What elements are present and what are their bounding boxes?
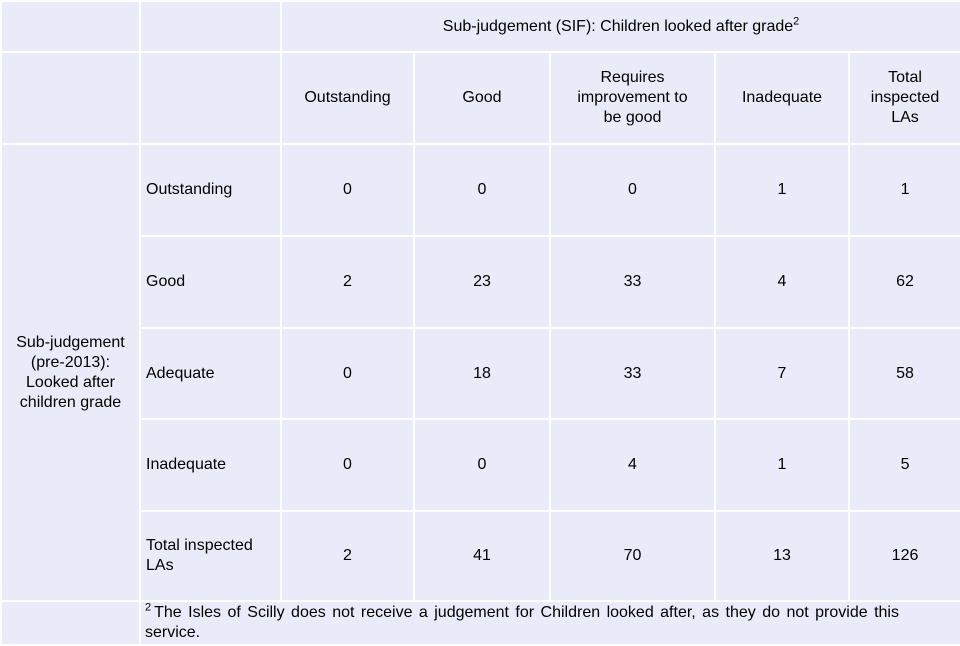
- col-header-outstanding: Outstanding: [280, 51, 415, 145]
- col-header-requires-improvement: Requires improvement to be good: [549, 51, 716, 145]
- col-header-total-inspected-las: Total inspected LAs: [847, 51, 960, 145]
- cell-adequate-requires-improvement: 33: [549, 327, 716, 420]
- cell-inadequate-good: 0: [413, 418, 551, 512]
- cell-outstanding-outstanding: 0: [280, 143, 415, 237]
- cell-total-outstanding: 2: [280, 510, 415, 602]
- corner-cell-outer: [0, 0, 141, 53]
- cell-good-total: 62: [847, 235, 960, 329]
- col-header-inadequate: Inadequate: [714, 51, 850, 145]
- cell-inadequate-total: 5: [847, 418, 960, 512]
- footnote-marker: 2: [145, 601, 152, 614]
- cell-adequate-total: 58: [847, 327, 960, 420]
- cell-total-requires-improvement: 70: [549, 510, 716, 602]
- footnote-left-spacer: [0, 600, 141, 646]
- cell-good-requires-improvement: 33: [549, 235, 716, 329]
- cell-outstanding-requires-improvement: 0: [549, 143, 716, 237]
- cell-total-total: 126: [847, 510, 960, 602]
- corner-cell-inner-2: [139, 51, 282, 145]
- row-label-good: Good: [139, 235, 282, 329]
- cell-adequate-good: 18: [413, 327, 551, 420]
- cell-inadequate-inadequate: 1: [714, 418, 850, 512]
- corner-cell-inner: [139, 0, 282, 53]
- row-label-adequate: Adequate: [139, 327, 282, 420]
- row-group-label: Sub-judgement (pre-2013): Looked after c…: [0, 143, 141, 602]
- cell-total-good: 41: [413, 510, 551, 602]
- col-header-good: Good: [413, 51, 551, 145]
- cell-outstanding-total: 1: [847, 143, 960, 237]
- row-label-inadequate: Inadequate: [139, 418, 282, 512]
- corner-cell-outer-2: [0, 51, 141, 145]
- cell-inadequate-outstanding: 0: [280, 418, 415, 512]
- cell-outstanding-good: 0: [413, 143, 551, 237]
- cell-outstanding-inadequate: 1: [714, 143, 850, 237]
- column-group-header-text: Sub-judgement (SIF): Children looked aft…: [442, 17, 794, 35]
- footnote-text: The Isles of Scilly does not receive a j…: [145, 604, 899, 641]
- cell-good-inadequate: 4: [714, 235, 850, 329]
- column-group-header-superscript: 2: [793, 15, 800, 28]
- row-label-total-inspected-las: Total inspected LAs: [139, 510, 282, 602]
- cell-good-good: 23: [413, 235, 551, 329]
- column-group-header: Sub-judgement (SIF): Children looked aft…: [279, 0, 960, 53]
- row-label-outstanding: Outstanding: [139, 143, 282, 237]
- cell-total-inadequate: 13: [714, 510, 850, 602]
- cell-good-outstanding: 2: [280, 235, 415, 329]
- cell-adequate-outstanding: 0: [280, 327, 415, 420]
- cell-inadequate-requires-improvement: 4: [549, 418, 716, 512]
- cell-adequate-inadequate: 7: [714, 327, 850, 420]
- footnote: 2 The Isles of Scilly does not receive a …: [138, 600, 960, 646]
